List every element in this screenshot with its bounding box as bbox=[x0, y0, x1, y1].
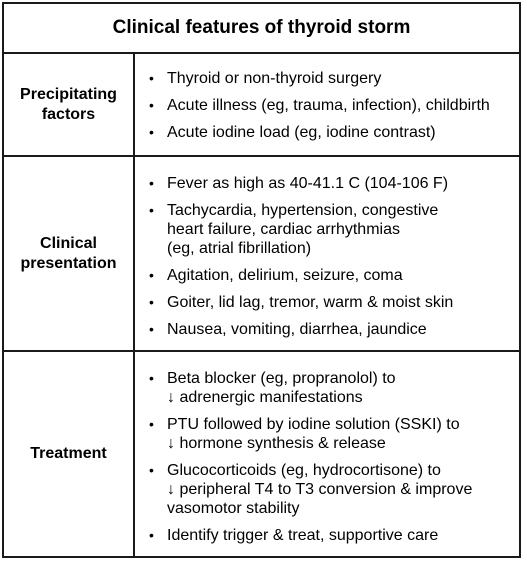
list-item: • Goiter, lid lag, tremor, warm & moist s… bbox=[145, 293, 515, 312]
list-item-text: Goiter, lid lag, tremor, warm & moist sk… bbox=[167, 294, 454, 311]
row-header: Precipitating factors bbox=[4, 54, 135, 155]
list-item: • Agitation, delirium, seizure, coma bbox=[145, 266, 515, 285]
list-item-text: Acute iodine load (eg, iodine contrast) bbox=[167, 124, 436, 141]
bullet-list: • Fever as high as 40-41.1 C (104-106 F) •… bbox=[145, 174, 515, 347]
row-clinical-presentation: Clinical presentation • Fever as high as … bbox=[4, 157, 519, 352]
row-header-line: Clinical bbox=[40, 234, 97, 252]
row-content: • Thyroid or non-thyroid surgery • Acute il… bbox=[135, 54, 519, 155]
list-item: • Acute iodine load (eg, iodine contrast) bbox=[145, 123, 515, 142]
list-item: • Beta blocker (eg, propranolol) to ↓ adre… bbox=[145, 369, 515, 407]
list-item-text: vasomotor stability bbox=[167, 500, 300, 517]
bullet-icon: • bbox=[149, 124, 154, 140]
bullet-list: • Thyroid or non-thyroid surgery • Acute il… bbox=[145, 69, 515, 150]
list-item: • Glucocorticoids (eg, hydrocortisone) to… bbox=[145, 461, 515, 518]
row-treatment: Treatment • Beta blocker (eg, propranolol… bbox=[4, 352, 519, 556]
list-item-text: ↓ peripheral T4 to T3 conversion & impro… bbox=[167, 481, 473, 498]
list-item-text: Glucocorticoids (eg, hydrocortisone) to bbox=[167, 462, 441, 479]
list-item-text: Thyroid or non-thyroid surgery bbox=[167, 70, 382, 87]
list-item: • Acute illness (eg, trauma, infection), … bbox=[145, 96, 515, 115]
bullet-icon: • bbox=[149, 70, 154, 86]
row-header: Treatment bbox=[4, 352, 135, 556]
list-item-text: Fever as high as 40-41.1 C (104-106 F) bbox=[167, 175, 449, 192]
bullet-icon: • bbox=[149, 527, 154, 543]
list-item: • Fever as high as 40-41.1 C (104-106 F) bbox=[145, 174, 515, 193]
bullet-icon: • bbox=[149, 370, 154, 386]
list-item-text: PTU followed by iodine solution (SSKI) t… bbox=[167, 416, 460, 433]
bullet-list: • Beta blocker (eg, propranolol) to ↓ adre… bbox=[145, 369, 515, 553]
list-item: • PTU followed by iodine solution (SSKI) … bbox=[145, 415, 515, 453]
list-item: • Nausea, vomiting, diarrhea, jaundice bbox=[145, 320, 515, 339]
bullet-icon: • bbox=[149, 267, 154, 283]
bullet-icon: • bbox=[149, 416, 154, 432]
list-item-text: Agitation, delirium, seizure, coma bbox=[167, 267, 403, 284]
list-item-text: ↓ hormone synthesis & release bbox=[167, 435, 386, 452]
list-item-text: (eg, atrial fibrillation) bbox=[167, 240, 312, 257]
row-content: • Fever as high as 40-41.1 C (104-106 F) •… bbox=[135, 157, 519, 350]
row-header-line: presentation bbox=[20, 254, 117, 272]
list-item-text: Acute illness (eg, trauma, infection), c… bbox=[167, 97, 490, 114]
list-item-text: ↓ adrenergic manifestations bbox=[167, 389, 363, 406]
table-title: Clinical features of thyroid storm bbox=[4, 4, 519, 54]
row-header-line: Precipitating bbox=[20, 85, 117, 103]
list-item: • Identify trigger & treat, supportive ca… bbox=[145, 526, 515, 545]
row-header-line: factors bbox=[41, 105, 96, 123]
bullet-icon: • bbox=[149, 462, 154, 478]
list-item: • Thyroid or non-thyroid surgery bbox=[145, 69, 515, 88]
list-item-text: Tachycardia, hypertension, congestive bbox=[167, 202, 439, 219]
row-precipitating-factors: Precipitating factors • Thyroid or non-th… bbox=[4, 54, 519, 157]
list-item: • Tachycardia, hypertension, congestive he… bbox=[145, 201, 515, 258]
list-item-text: heart failure, cardiac arrhythmias bbox=[167, 221, 400, 238]
row-header: Clinical presentation bbox=[4, 157, 135, 350]
thyroid-storm-table: Clinical features of thyroid storm Preci… bbox=[2, 2, 521, 558]
bullet-icon: • bbox=[149, 175, 154, 191]
bullet-icon: • bbox=[149, 97, 154, 113]
list-item-text: Identify trigger & treat, supportive car… bbox=[167, 527, 439, 544]
row-header-line: Treatment bbox=[30, 445, 107, 462]
bullet-icon: • bbox=[149, 294, 154, 310]
bullet-icon: • bbox=[149, 321, 154, 337]
list-item-text: Nausea, vomiting, diarrhea, jaundice bbox=[167, 321, 427, 338]
list-item-text: Beta blocker (eg, propranolol) to bbox=[167, 370, 396, 387]
bullet-icon: • bbox=[149, 202, 154, 218]
row-content: • Beta blocker (eg, propranolol) to ↓ adre… bbox=[135, 352, 519, 556]
